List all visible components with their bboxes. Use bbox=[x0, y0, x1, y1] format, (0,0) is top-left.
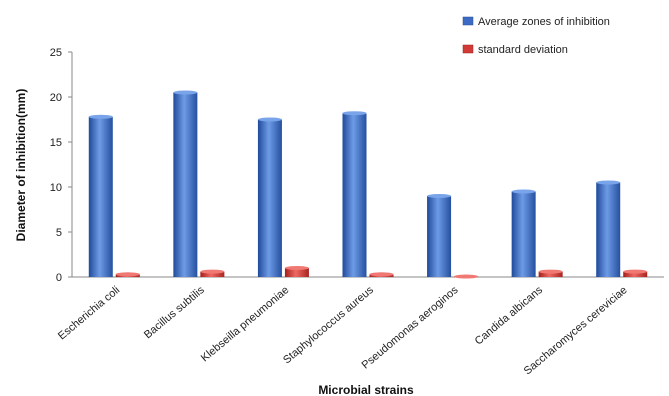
bar-s0-3 bbox=[342, 111, 367, 277]
y-tick-label-2: 10 bbox=[50, 182, 62, 194]
y-axis-title: Diameter of inhibition(mm) bbox=[14, 89, 28, 242]
x-tick-label-1: Bacillus subtilis bbox=[142, 284, 207, 341]
legend-swatch-1 bbox=[462, 44, 474, 54]
bar-s0-4 bbox=[427, 194, 452, 277]
bar-body-s1-2 bbox=[284, 268, 309, 277]
bar-s1-1 bbox=[200, 269, 225, 277]
bar-cap-s1-6 bbox=[623, 269, 648, 274]
bar-s0-0 bbox=[88, 114, 113, 277]
bar-cap-s0-1 bbox=[173, 90, 198, 95]
legend-label-1: standard deviation bbox=[478, 44, 568, 56]
bar-body-s0-6 bbox=[596, 182, 621, 277]
bar-cap-s1-0 bbox=[115, 272, 140, 277]
bar-body-s0-4 bbox=[427, 196, 452, 277]
x-tick-label-0: Escherichia coli bbox=[56, 284, 122, 342]
bar-s0-2 bbox=[257, 117, 282, 277]
bar-body-s1-5 bbox=[538, 271, 563, 277]
bar-s1-2 bbox=[284, 266, 309, 277]
bar-body-s0-0 bbox=[88, 116, 113, 277]
bar-body-s1-1 bbox=[200, 271, 225, 277]
x-axis: Escherichia coli Bacillus subtilisKlebsei… bbox=[56, 276, 664, 378]
y-tick-label-5: 25 bbox=[50, 47, 62, 59]
bar-s1-0 bbox=[115, 272, 140, 277]
bar-body-s0-1 bbox=[173, 92, 198, 277]
bar-body-s1-6 bbox=[623, 271, 648, 277]
bar-s0-6 bbox=[596, 180, 621, 277]
y-tick-label-3: 15 bbox=[50, 137, 62, 149]
bar-cap-s0-6 bbox=[596, 180, 621, 185]
bar-cap-s1-3 bbox=[369, 272, 394, 277]
bars bbox=[88, 90, 648, 279]
bar-cap-s1-2 bbox=[284, 266, 309, 270]
legend-item-0: Average zones of inhibition bbox=[462, 16, 610, 28]
bar-body-s0-2 bbox=[257, 119, 282, 277]
bar-cap-s0-0 bbox=[88, 114, 113, 119]
y-tick-label-4: 20 bbox=[50, 92, 62, 104]
bar-cap-s1-4 bbox=[454, 274, 479, 279]
legend-label-0: Average zones of inhibition bbox=[478, 16, 610, 28]
y-axis: 0 5 10 15 20 25 bbox=[50, 47, 73, 284]
bar-s1-5 bbox=[538, 269, 563, 277]
x-tick-label-3: Staphylococcus aureus bbox=[281, 284, 376, 367]
legend-item-1: standard deviation bbox=[462, 44, 568, 56]
x-tick-label-2: Klebseilla pneumoniae bbox=[199, 284, 292, 364]
y-tick-label-0: 0 bbox=[56, 272, 62, 284]
bar-cap-s0-4 bbox=[427, 194, 452, 198]
x-axis-title: Microbial strains bbox=[318, 383, 414, 396]
bar-body-s0-3 bbox=[342, 113, 367, 277]
bar-s1-6 bbox=[623, 269, 648, 277]
bar-s1-4 bbox=[454, 274, 479, 279]
bar-cap-s0-3 bbox=[342, 111, 367, 116]
bar-s0-1 bbox=[173, 90, 198, 277]
bar-cap-s1-5 bbox=[538, 269, 563, 274]
bar-cap-s1-1 bbox=[200, 269, 225, 274]
y-tick-label-1: 5 bbox=[56, 227, 62, 239]
x-tick-label-5: Candida albicans bbox=[473, 284, 546, 348]
x-tick-labels: Escherichia coli Bacillus subtilisKlebsei… bbox=[56, 284, 630, 378]
y-ticks: 0 5 10 15 20 25 bbox=[50, 47, 72, 284]
bar-s0-5 bbox=[511, 189, 536, 277]
bar-body-s0-5 bbox=[511, 191, 536, 277]
legend-swatch-0 bbox=[462, 16, 474, 26]
bar-cap-s0-2 bbox=[257, 117, 282, 122]
bar-cap-s0-5 bbox=[511, 189, 536, 194]
bar-s1-3 bbox=[369, 272, 394, 277]
legend: Average zones of inhibition standard dev… bbox=[462, 16, 610, 56]
x-tick-label-4: Pseudomonas aeroginos bbox=[360, 284, 461, 372]
